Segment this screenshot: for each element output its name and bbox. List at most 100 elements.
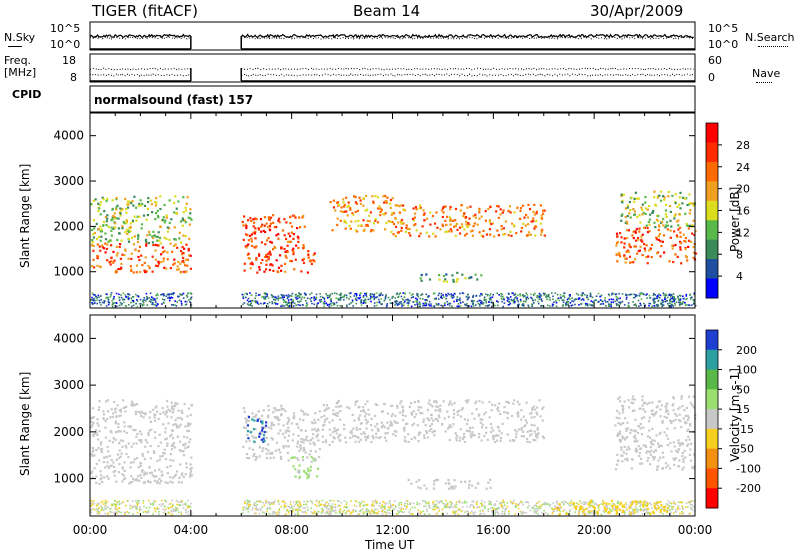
data-cell: [509, 439, 512, 442]
data-cell: [438, 416, 441, 419]
data-cell: [173, 211, 176, 214]
scatter-cell: [651, 305, 653, 308]
scatter-cell: [466, 303, 468, 305]
scatter-cell: [406, 500, 409, 502]
scatter-cell: [610, 305, 612, 308]
data-cell: [244, 417, 247, 420]
data-cell: [425, 430, 428, 433]
data-cell: [413, 416, 416, 419]
scatter-cell: [643, 500, 646, 502]
data-cell: [296, 457, 299, 460]
scatter-cell: [666, 300, 668, 302]
data-cell: [336, 217, 339, 220]
data-cell: [158, 458, 161, 461]
data-cell: [246, 430, 250, 433]
scatter-cell: [666, 507, 669, 509]
data-cell: [359, 199, 362, 202]
scatter-cell: [668, 506, 670, 508]
data-cell: [679, 240, 682, 243]
scatter-cell: [327, 512, 330, 515]
data-cell: [113, 400, 116, 403]
scatter-cell: [136, 300, 139, 302]
scatter-cell: [110, 294, 112, 296]
data-cell: [179, 271, 182, 274]
scatter-cell: [440, 304, 442, 307]
data-cell: [303, 448, 306, 451]
data-cell: [628, 200, 631, 204]
scatter-cell: [634, 304, 636, 306]
data-cell: [246, 244, 249, 247]
data-cell: [113, 259, 116, 262]
scatter-cell: [178, 299, 181, 302]
scatter-cell: [292, 501, 295, 503]
data-cell: [282, 408, 285, 411]
data-cell: [328, 443, 331, 446]
data-cell: [143, 473, 146, 476]
data-cell: [128, 200, 131, 203]
scatter-cell: [490, 301, 493, 303]
scatter-cell: [657, 305, 660, 307]
data-cell: [384, 212, 387, 215]
scatter-cell: [533, 510, 536, 513]
data-cell: [542, 406, 545, 409]
scatter-cell: [409, 502, 412, 504]
data-cell: [349, 208, 352, 211]
scatter-cell: [405, 298, 407, 301]
data-cell: [675, 234, 678, 237]
data-cell: [314, 450, 317, 453]
scatter-cell: [546, 295, 549, 297]
scatter-cell: [524, 300, 527, 303]
data-cell: [345, 196, 348, 199]
data-cell: [262, 425, 265, 429]
scatter-cell: [152, 303, 154, 306]
scatter-cell: [426, 295, 429, 298]
data-cell: [674, 243, 677, 247]
data-cell: [641, 254, 644, 257]
scatter-cell: [94, 294, 96, 296]
data-cell: [535, 435, 538, 438]
data-cell: [189, 422, 192, 425]
data-cell: [243, 410, 246, 413]
data-cell: [298, 471, 301, 474]
scatter-cell: [104, 499, 107, 502]
data-cell: [455, 280, 458, 283]
data-cell: [464, 234, 467, 237]
scatter-cell: [297, 300, 299, 303]
data-cell: [182, 443, 185, 446]
scatter-cell: [172, 304, 175, 306]
data-cell: [268, 228, 271, 231]
data-cell: [324, 441, 328, 444]
scatter-cell: [322, 511, 324, 513]
data-cell: [626, 229, 629, 232]
data-cell: [490, 222, 493, 226]
data-cell: [336, 428, 339, 431]
data-cell: [171, 405, 174, 408]
data-cell: [688, 193, 691, 196]
data-cell: [139, 462, 143, 465]
data-cell: [451, 274, 454, 277]
data-cell: [671, 247, 674, 250]
data-cell: [358, 418, 361, 421]
scatter-cell: [456, 305, 459, 308]
scatter-cell: [558, 507, 560, 509]
data-cell: [159, 441, 162, 444]
scatter-cell: [405, 508, 407, 510]
data-cell: [679, 242, 682, 245]
data-cell: [367, 408, 370, 411]
scatter-cell: [459, 292, 461, 295]
data-cell: [273, 226, 276, 229]
data-cell: [313, 443, 316, 446]
scatter-cell: [687, 506, 689, 508]
data-cell: [284, 431, 287, 434]
data-cell: [463, 212, 466, 215]
scatter-cell: [367, 298, 370, 301]
scatter-cell: [274, 296, 277, 298]
scatter-cell: [281, 296, 284, 298]
data-cell: [188, 223, 191, 226]
scatter-cell: [625, 294, 628, 296]
data-cell: [104, 420, 107, 423]
data-cell: [422, 209, 425, 212]
data-cell: [449, 400, 452, 403]
scatter-cell: [104, 504, 107, 506]
scatter-cell: [538, 505, 540, 508]
